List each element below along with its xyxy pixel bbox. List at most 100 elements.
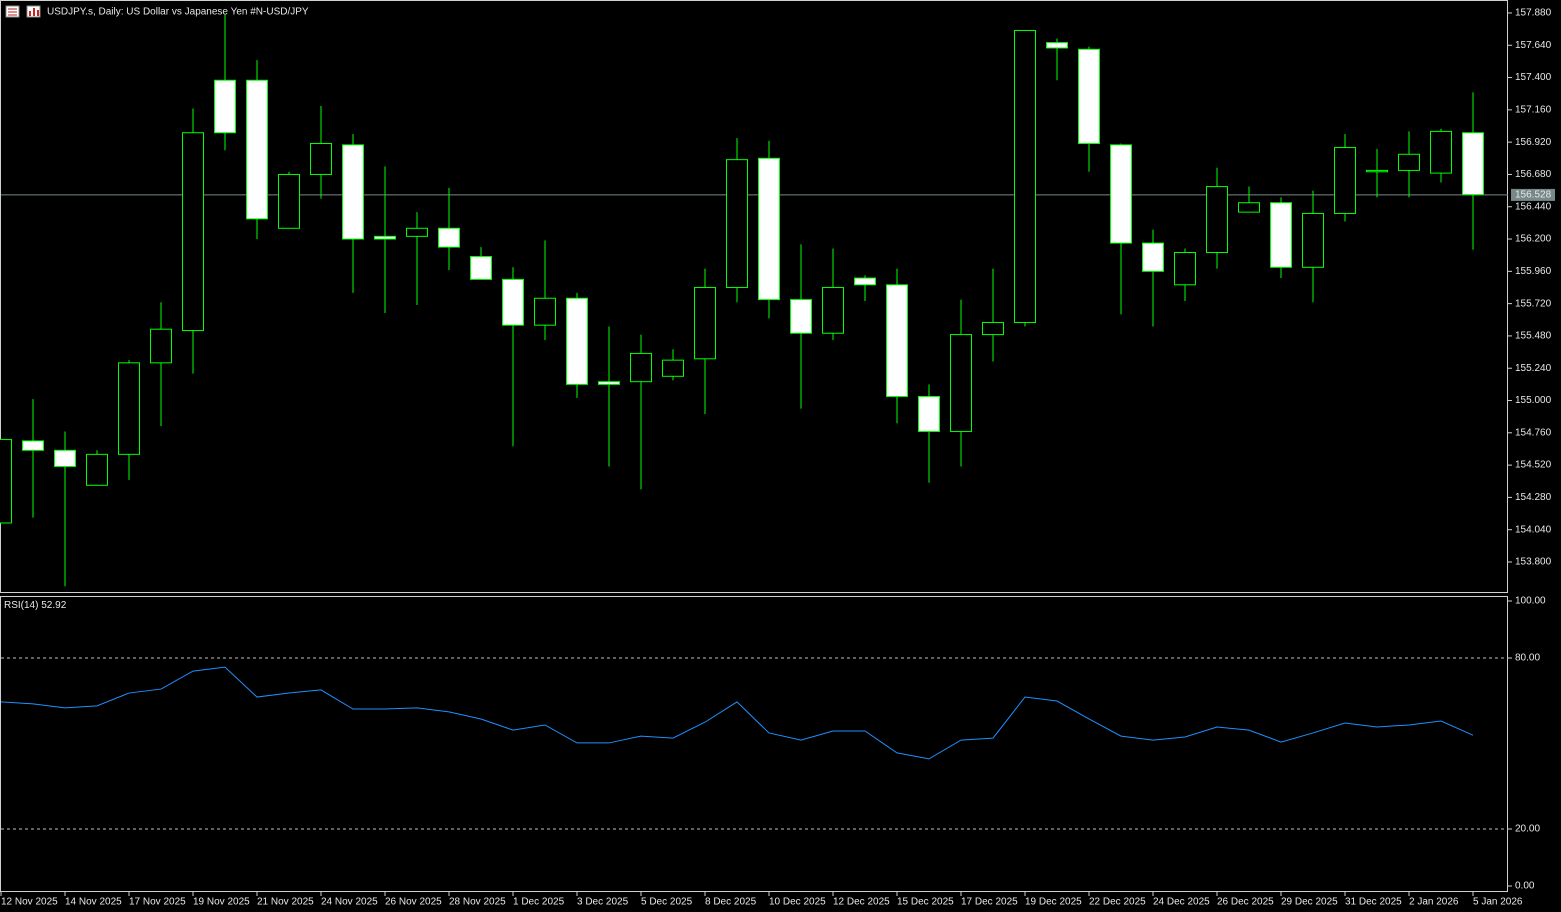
y-tick-label: 157.640 (1515, 40, 1552, 51)
rsi-name: RSI(14) (4, 600, 38, 611)
candle-body (1398, 153, 1420, 171)
x-tick-label: 14 Nov 2025 (65, 897, 122, 908)
y-tick-label: 0.00 (1515, 881, 1535, 892)
y-tick-label: 154.760 (1515, 427, 1552, 438)
x-tick-label: 12 Nov 2025 (1, 897, 58, 908)
rsi-panel-frame (0, 596, 1508, 892)
candle-body (854, 277, 876, 286)
candle-body (790, 299, 812, 334)
candle-body (1430, 130, 1452, 174)
candle-body (502, 278, 524, 326)
candle-body (310, 143, 332, 175)
y-tick-label: 20.00 (1515, 824, 1540, 835)
candle-body (1238, 202, 1260, 213)
candle-body (1174, 251, 1196, 286)
icon-bar (29, 11, 31, 16)
candle-body (150, 328, 172, 364)
x-tick-label: 26 Nov 2025 (385, 897, 442, 908)
x-tick-label: 22 Dec 2025 (1089, 897, 1146, 908)
chart-title: USDJPY.s, Daily: US Dollar vs Japanese Y… (47, 7, 309, 18)
x-tick-label: 31 Dec 2025 (1345, 897, 1402, 908)
y-tick-label: 154.280 (1515, 492, 1552, 503)
candle-body (214, 79, 236, 134)
candle-body (726, 159, 748, 288)
x-tick-label: 12 Dec 2025 (833, 897, 890, 908)
y-tick-label: 155.000 (1515, 395, 1552, 406)
candle-body (1302, 212, 1324, 268)
candle-body (0, 439, 12, 524)
candle-body (982, 321, 1004, 336)
candle-body (246, 79, 268, 220)
candle-body (918, 395, 940, 432)
icon-bar (33, 8, 35, 16)
candle-body (566, 297, 588, 385)
y-tick-label: 154.040 (1515, 524, 1552, 535)
candle-body (886, 284, 908, 397)
candle-body (374, 235, 396, 240)
y-tick-label: 154.520 (1515, 460, 1552, 471)
candle-body (470, 256, 492, 280)
x-tick-label: 19 Dec 2025 (1025, 897, 1082, 908)
candle-body (950, 334, 972, 432)
candle-body (1334, 147, 1356, 214)
x-tick-label: 24 Nov 2025 (321, 897, 378, 908)
candle-body (342, 144, 364, 240)
y-tick-label: 157.160 (1515, 105, 1552, 116)
x-tick-label: 28 Nov 2025 (449, 897, 506, 908)
x-tick-label: 17 Nov 2025 (129, 897, 186, 908)
y-tick-label: 155.960 (1515, 266, 1552, 277)
symbol-icons (5, 5, 41, 18)
x-tick-label: 10 Dec 2025 (769, 897, 826, 908)
x-tick-label: 15 Dec 2025 (897, 897, 954, 908)
candle-body (1142, 242, 1164, 272)
x-tick-label: 3 Dec 2025 (577, 897, 629, 908)
y-tick-label: 153.800 (1515, 557, 1552, 568)
y-tick-label: 100.00 (1515, 596, 1546, 607)
candle-body (758, 157, 780, 301)
y-tick-label: 156.200 (1515, 234, 1552, 245)
candle-body (662, 359, 684, 377)
x-tick-label: 5 Dec 2025 (641, 897, 693, 908)
x-tick-label: 24 Dec 2025 (1153, 897, 1210, 908)
candle-body (406, 227, 428, 237)
current-price-label: 156.528 (1515, 190, 1552, 201)
candle-body (54, 449, 76, 467)
y-tick-label: 80.00 (1515, 653, 1540, 664)
y-tick-label: 157.400 (1515, 72, 1552, 83)
candle-body (694, 286, 716, 360)
candle-body (534, 297, 556, 326)
x-tick-label: 26 Dec 2025 (1217, 897, 1274, 908)
candle-body (822, 286, 844, 334)
candle-body (1046, 42, 1068, 49)
candle-body (1014, 29, 1036, 323)
x-tick-label: 8 Dec 2025 (705, 897, 757, 908)
candle-body (118, 362, 140, 455)
x-tick-label: 1 Dec 2025 (513, 897, 565, 908)
candle-body (22, 440, 44, 451)
rsi-title: RSI(14) 52.92 (4, 600, 67, 611)
candle-body (1110, 144, 1132, 244)
candle-body (630, 352, 652, 383)
candle-body (1270, 202, 1292, 268)
icon-bar (37, 10, 39, 16)
candle-body (1206, 186, 1228, 253)
candle-body (1462, 132, 1484, 196)
x-tick-label: 2 Jan 2026 (1409, 897, 1459, 908)
candle-body (438, 227, 460, 248)
x-tick-label: 21 Nov 2025 (257, 897, 314, 908)
y-tick-label: 155.480 (1515, 331, 1552, 342)
y-tick-label: 157.880 (1515, 8, 1552, 19)
rsi-last-value: 52.92 (41, 600, 66, 611)
y-tick-label: 155.240 (1515, 363, 1552, 374)
candle-body (278, 173, 300, 229)
current-price-box (1511, 188, 1555, 201)
rsi-line (0, 666, 1474, 760)
y-tick-label: 155.720 (1515, 298, 1552, 309)
x-tick-label: 5 Jan 2026 (1473, 897, 1523, 908)
x-tick-label: 29 Dec 2025 (1281, 897, 1338, 908)
y-tick-label: 156.680 (1515, 169, 1552, 180)
candle-body (1366, 169, 1388, 173)
x-tick-label: 17 Dec 2025 (961, 897, 1018, 908)
